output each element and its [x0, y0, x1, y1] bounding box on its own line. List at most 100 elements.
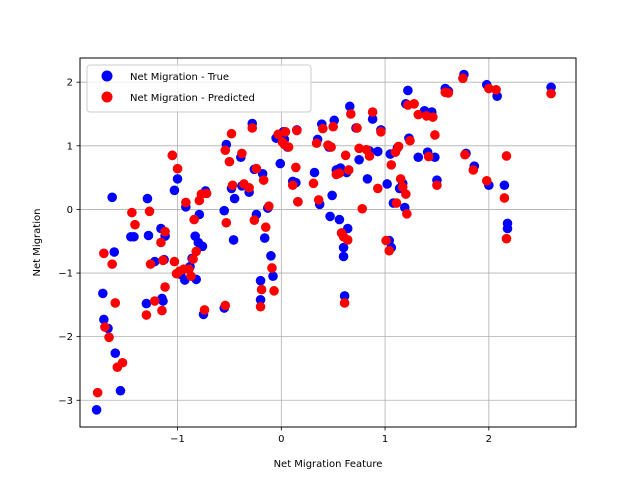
predicted-point — [346, 109, 356, 119]
true-point — [338, 251, 349, 262]
predicted-point — [402, 209, 412, 219]
predicted-point — [501, 151, 512, 161]
predicted-point — [156, 237, 166, 248]
true-point — [229, 193, 240, 204]
true-point — [158, 296, 168, 306]
true-point — [275, 158, 286, 169]
predicted-point — [158, 255, 168, 266]
y-tick-label: 0 — [67, 205, 73, 216]
predicted-point — [226, 128, 237, 139]
true-point — [502, 223, 513, 234]
predicted-point — [381, 235, 391, 246]
true-point — [219, 205, 230, 216]
predicted-point — [283, 142, 294, 152]
predicted-point — [343, 165, 354, 175]
predicted-point — [269, 286, 279, 296]
predicted-point — [354, 143, 364, 154]
predicted-point — [244, 182, 254, 193]
true-point — [169, 185, 180, 196]
predicted-point — [308, 178, 319, 189]
true-point — [141, 298, 152, 309]
true-point — [373, 146, 383, 157]
predicted-point — [107, 259, 117, 269]
series-predicted — [92, 73, 556, 398]
y-tick-label: −2 — [58, 332, 73, 343]
true-point — [110, 348, 121, 359]
predicted-point — [546, 88, 556, 99]
true-point — [172, 174, 183, 184]
true-point — [115, 385, 126, 396]
predicted-point — [169, 256, 180, 267]
predicted-point — [386, 160, 397, 170]
predicted-point — [186, 271, 196, 282]
predicted-point — [145, 259, 156, 269]
predicted-point — [318, 123, 328, 134]
true-point — [259, 233, 270, 243]
predicted-point — [499, 193, 510, 203]
predicted-point — [280, 127, 291, 137]
true-point — [354, 154, 364, 165]
predicted-point — [181, 197, 191, 208]
predicted-point — [405, 135, 415, 146]
legend-label-predicted: Net Migration - Predicted — [130, 93, 255, 104]
true-point — [325, 211, 335, 222]
predicted-point — [264, 201, 274, 212]
legend-frame — [86, 64, 312, 113]
predicted-point — [167, 150, 178, 161]
predicted-point — [458, 73, 468, 84]
predicted-point — [249, 215, 260, 226]
true-point — [413, 152, 424, 163]
predicted-point — [326, 142, 336, 152]
true-point — [403, 85, 413, 96]
true-point — [309, 167, 320, 178]
legend-label-true: Net Migration - True — [130, 72, 229, 83]
predicted-point — [292, 125, 302, 136]
predicted-point — [92, 387, 103, 398]
predicted-point — [432, 180, 442, 191]
true-point — [338, 242, 349, 253]
predicted-point — [127, 207, 137, 218]
predicted-point — [104, 332, 114, 343]
predicted-point — [172, 163, 183, 174]
predicted-point — [293, 196, 303, 207]
ticks: −1 0 1 2 −3 −2 −1 0 1 2 — [58, 78, 492, 445]
predicted-point — [423, 151, 434, 162]
legend-marker-predicted — [101, 91, 113, 103]
legend-marker-true — [101, 70, 113, 82]
predicted-point — [391, 198, 402, 208]
true-point — [228, 235, 239, 245]
true-point — [327, 190, 337, 201]
predicted-point — [224, 156, 235, 167]
predicted-point — [100, 322, 110, 332]
predicted-point — [110, 298, 121, 308]
predicted-point — [189, 214, 199, 225]
predicted-point — [99, 248, 109, 259]
true-point — [98, 288, 108, 299]
predicted-point — [311, 138, 322, 149]
predicted-point — [256, 284, 267, 295]
predicted-point — [220, 145, 231, 156]
series-layer — [91, 69, 556, 415]
true-point — [107, 192, 117, 203]
predicted-point — [395, 174, 406, 184]
predicted-point — [149, 296, 160, 306]
x-tick-label: 0 — [278, 434, 284, 445]
predicted-point — [117, 357, 128, 368]
predicted-point — [220, 300, 231, 311]
predicted-point — [227, 180, 238, 191]
true-point — [362, 174, 373, 184]
y-tick-label: 2 — [67, 78, 73, 89]
predicted-point — [291, 162, 301, 173]
predicted-point — [428, 112, 438, 122]
predicted-point — [237, 148, 247, 159]
predicted-point — [188, 254, 198, 264]
true-point — [129, 231, 139, 242]
predicted-point — [357, 203, 368, 214]
predicted-point — [144, 206, 155, 217]
plot-area — [80, 58, 576, 427]
true-point — [255, 275, 266, 286]
predicted-point — [367, 107, 378, 117]
true-point — [382, 179, 392, 189]
predicted-point — [468, 165, 479, 175]
predicted-point — [251, 163, 262, 174]
